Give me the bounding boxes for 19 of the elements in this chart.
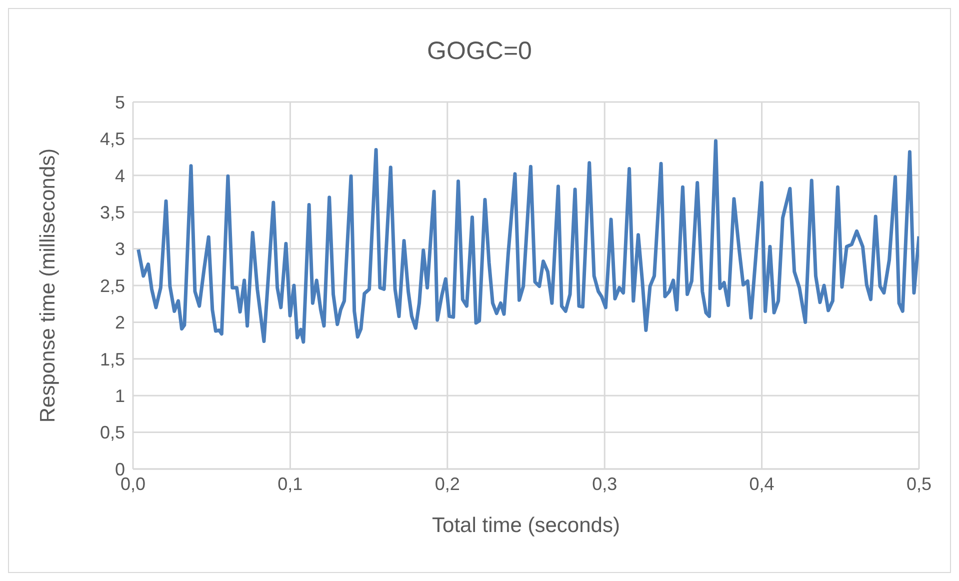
- y-tick-label: 5: [114, 92, 125, 112]
- y-axis-title: Response time (milliseconds): [36, 148, 60, 423]
- x-tick-label: 0,5: [906, 474, 932, 494]
- chart-title: GOGC=0: [426, 37, 533, 66]
- y-tick-label: 2,5: [100, 276, 125, 296]
- y-tick-label: 1,5: [100, 349, 125, 370]
- x-tick-label: 0,1: [278, 474, 303, 494]
- y-tick-label: 3: [114, 239, 125, 260]
- y-tick-label: 3,5: [100, 202, 125, 222]
- x-tick-label: 0,4: [749, 474, 774, 494]
- x-axis-title: Total time (seconds): [432, 514, 620, 537]
- y-tick-label: 0,5: [100, 422, 125, 443]
- y-tick-label: 4,5: [100, 129, 125, 150]
- y-tick-label: 2: [114, 312, 125, 333]
- y-tick-label: 4: [114, 166, 125, 186]
- line-series: [136, 139, 919, 344]
- y-tick-label: 1: [114, 386, 125, 406]
- x-tick-label: 0,2: [434, 474, 460, 494]
- x-tick-label: 0,3: [592, 474, 618, 494]
